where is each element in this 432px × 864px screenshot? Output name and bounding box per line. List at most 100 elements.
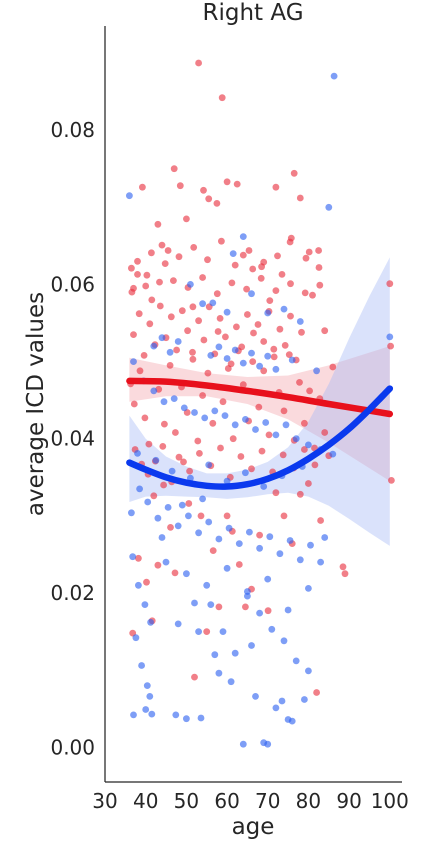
blue-data-point (152, 456, 160, 464)
y-axis-title: average ICD values (23, 292, 49, 516)
y-tick-labels: 0.00 0.02 0.04 0.06 0.08 (50, 118, 95, 759)
red-data-point (296, 379, 303, 386)
red-data-point (150, 492, 158, 500)
blue-data-point (170, 395, 178, 402)
red-data-point (148, 249, 155, 257)
red-data-point (386, 280, 394, 288)
red-data-point (209, 547, 217, 554)
red-data-point (173, 346, 181, 354)
x-tick-label: 80 (296, 789, 321, 813)
blue-data-point (386, 333, 394, 341)
blue-data-point (143, 682, 151, 689)
blue-data-point (150, 342, 158, 350)
blue-data-point (244, 592, 251, 600)
red-data-point (287, 234, 295, 242)
blue-data-point (239, 359, 247, 367)
red-data-point (280, 407, 288, 415)
red-data-point (254, 321, 262, 328)
red-data-point (238, 343, 246, 351)
red-data-point (172, 429, 179, 436)
red-data-point (167, 524, 174, 531)
blue-data-point (262, 419, 270, 426)
blue-data-point (330, 72, 338, 80)
red-data-point (222, 333, 229, 341)
red-data-point (223, 178, 231, 186)
red-data-point (265, 431, 273, 439)
blue-data-point (134, 450, 141, 457)
red-data-point (258, 447, 266, 455)
blue-data-point (264, 352, 272, 360)
blue-data-point (223, 308, 231, 316)
blue-data-point (147, 618, 155, 626)
blue-data-point (231, 421, 239, 429)
scatter-points (125, 59, 395, 748)
red-data-point (301, 289, 309, 297)
blue-data-point (174, 338, 182, 345)
red-data-point (223, 512, 231, 520)
blue-data-point (325, 203, 333, 211)
red-data-point (248, 465, 255, 473)
red-data-point (195, 317, 203, 325)
red-data-point (301, 446, 308, 453)
red-data-point (285, 351, 293, 358)
blue-data-point (305, 667, 312, 675)
red-data-point (143, 578, 150, 586)
red-data-point (255, 403, 263, 411)
red-data-point (249, 265, 257, 273)
blue-data-point (211, 651, 219, 659)
blue-data-point (168, 467, 176, 475)
blue-data-point (132, 634, 140, 642)
red-data-point (315, 247, 322, 254)
blue-data-point (203, 581, 211, 589)
blue-data-point (150, 387, 158, 395)
blue-data-point (205, 461, 213, 469)
red-data-point (302, 254, 310, 262)
blue-data-point (321, 534, 329, 541)
red-data-point (130, 331, 137, 338)
blue-data-point (211, 407, 219, 415)
blue-data-point (207, 352, 215, 359)
red-data-point (170, 165, 178, 173)
x-tick-label: 90 (336, 789, 361, 813)
blue-data-point (248, 290, 255, 298)
blue-data-point (305, 441, 312, 449)
red-data-point (189, 355, 197, 363)
red-data-point (185, 500, 193, 507)
red-data-point (257, 274, 265, 282)
red-data-point (158, 241, 166, 249)
red-data-point (387, 342, 394, 350)
red-data-point (217, 444, 224, 452)
blue-data-point (264, 309, 272, 317)
red-data-point (183, 215, 190, 223)
red-data-point (242, 603, 249, 611)
red-regression-line (126, 377, 394, 418)
blue-data-point (229, 250, 237, 257)
red-data-point (264, 607, 272, 615)
red-data-point (272, 489, 280, 497)
red-data-point (388, 477, 395, 484)
red-data-point (329, 363, 337, 371)
blue-data-point (272, 365, 280, 373)
blue-data-point (191, 599, 198, 607)
red-data-point (274, 252, 281, 260)
blue-data-point (154, 514, 162, 522)
blue-data-point (191, 409, 198, 416)
red-confidence-band (129, 346, 390, 482)
blue-data-point (127, 509, 135, 517)
blue-data-point (288, 356, 296, 364)
blue-data-point (144, 498, 152, 506)
red-data-point (313, 689, 320, 696)
blue-data-point (278, 697, 286, 705)
blue-data-point (225, 524, 233, 532)
blue-data-point (252, 426, 259, 433)
red-data-point (237, 453, 245, 460)
y-tick-label: 0.04 (50, 427, 95, 451)
blue-data-point (239, 233, 247, 241)
red-data-point (195, 59, 203, 67)
blue-data-point (282, 421, 290, 429)
red-data-point (228, 279, 236, 287)
red-data-point (213, 290, 221, 298)
blue-data-point (268, 625, 276, 633)
red-data-point (164, 247, 172, 254)
